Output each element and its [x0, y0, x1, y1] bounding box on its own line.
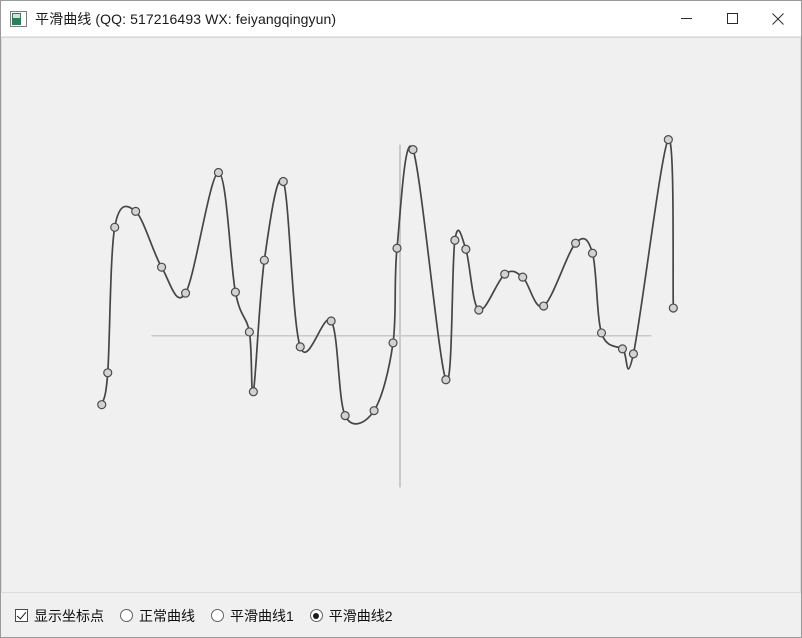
data-point-marker: [392, 243, 402, 253]
data-point-marker: [668, 303, 678, 313]
data-point-marker: [103, 368, 113, 378]
data-point-marker: [259, 255, 269, 265]
radio-smooth-curve-2[interactable]: 平滑曲线2: [309, 607, 393, 624]
radio-indicator[interactable]: [120, 609, 133, 622]
data-point-marker: [326, 316, 336, 326]
close-icon: [772, 12, 784, 25]
maximize-icon: [726, 13, 738, 24]
data-point-marker: [131, 206, 141, 216]
radio-smooth-curve-2-label: 平滑曲线2: [328, 607, 393, 624]
app-window-icon: [10, 10, 27, 27]
data-point-marker: [539, 301, 549, 311]
data-point-marker: [340, 411, 350, 421]
data-point-marker: [500, 269, 510, 279]
radio-indicator[interactable]: [211, 609, 224, 622]
data-point-marker: [474, 305, 484, 315]
data-point-marker: [110, 222, 120, 232]
data-point-marker: [369, 406, 379, 416]
data-point-marker: [617, 344, 628, 354]
data-point-marker: [570, 238, 581, 248]
data-point-marker: [518, 272, 528, 282]
data-point-marker: [461, 244, 471, 254]
data-point-marker: [408, 145, 418, 155]
data-point-marker: [295, 342, 305, 352]
curve-plot-canvas: [97, 135, 678, 488]
reference-lines: [151, 144, 652, 488]
data-point-marker: [388, 338, 398, 348]
data-point-marker: [596, 328, 607, 338]
checkbox-indicator[interactable]: [15, 609, 28, 622]
radio-smooth-curve-1-label: 平滑曲线1: [230, 607, 294, 624]
data-point-markers: [97, 135, 678, 421]
data-point-marker: [213, 167, 224, 178]
radio-indicator[interactable]: [309, 609, 323, 622]
curve-plot-widget[interactable]: [1, 37, 801, 593]
data-point-marker: [450, 235, 460, 245]
show-points-checkbox[interactable]: 显示坐标点: [15, 609, 104, 623]
show-points-label: 显示坐标点: [34, 607, 104, 624]
data-point-marker: [628, 349, 639, 359]
data-point-marker: [587, 248, 598, 258]
data-point-marker: [278, 176, 288, 187]
data-point-marker: [230, 287, 241, 297]
smooth-curve-path: [100, 138, 675, 425]
data-point-marker: [157, 262, 167, 272]
data-point-marker: [244, 327, 254, 337]
minimize-icon: [680, 18, 692, 19]
title-bar-left: 平滑曲线 (QQ: 517216493 WX: feiyangqingyun): [1, 10, 337, 27]
close-button[interactable]: [755, 1, 801, 36]
radio-normal-curve-label: 正常曲线: [139, 607, 195, 624]
data-point-marker: [248, 387, 258, 397]
title-bar: 平滑曲线 (QQ: 517216493 WX: feiyangqingyun): [1, 1, 801, 37]
data-point-marker: [441, 375, 451, 385]
radio-smooth-curve-1[interactable]: 平滑曲线1: [211, 609, 294, 623]
window-controls: [663, 1, 801, 36]
control-bar: 显示坐标点 正常曲线 平滑曲线1 平滑曲线2: [1, 593, 801, 637]
minimize-button[interactable]: [663, 1, 709, 36]
maximize-button[interactable]: [709, 1, 755, 36]
radio-normal-curve[interactable]: 正常曲线: [120, 609, 195, 623]
window-title: 平滑曲线 (QQ: 517216493 WX: feiyangqingyun): [35, 10, 337, 27]
data-point-marker: [663, 135, 673, 145]
data-point-marker: [97, 400, 107, 410]
data-point-marker: [180, 288, 191, 298]
